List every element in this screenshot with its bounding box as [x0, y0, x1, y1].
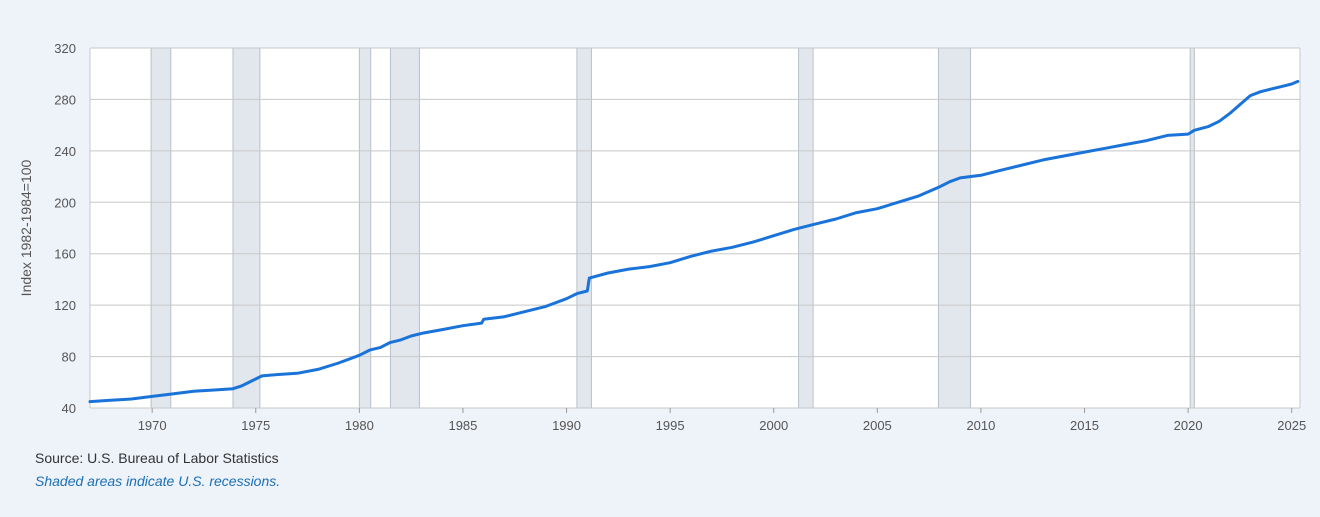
x-tick-labels: 1970 1975 1980 1985 1990 1995 2000 2005 2010 2015…	[138, 408, 1306, 433]
y-tick-label: 240	[54, 144, 76, 159]
x-tick-label: 2000	[759, 418, 788, 433]
recession-band-6	[937, 47, 972, 409]
x-tick-label: 1985	[448, 418, 477, 433]
x-tick-label: 2020	[1174, 418, 1203, 433]
recession-band-3	[389, 47, 420, 409]
plot-area	[90, 48, 1300, 408]
y-tick-label: 320	[54, 41, 76, 56]
x-tick-label: 2025	[1277, 418, 1306, 433]
x-tick-label: 2015	[1070, 418, 1099, 433]
y-tick-label: 200	[54, 195, 76, 210]
x-tick-label: 1975	[241, 418, 270, 433]
recession-band-0	[150, 47, 172, 409]
recession-note: Shaded areas indicate U.S. recessions.	[35, 473, 281, 489]
recession-band-1	[232, 47, 261, 409]
y-tick-label: 40	[62, 401, 76, 416]
y-tick-labels: 40 80 120 160 200 240 280 320	[54, 41, 76, 416]
y-axis-label: Index 1982-1984=100	[18, 159, 34, 297]
x-tick-label: 1995	[656, 418, 685, 433]
y-tick-label: 80	[62, 350, 76, 365]
recession-band-7	[1189, 47, 1195, 409]
y-tick-label: 280	[54, 92, 76, 107]
y-tick-label: 120	[54, 298, 76, 313]
x-tick-label: 1970	[138, 418, 167, 433]
source-text: Source: U.S. Bureau of Labor Statistics	[35, 450, 279, 466]
x-tick-label: 1990	[552, 418, 581, 433]
x-tick-label: 2010	[966, 418, 995, 433]
y-tick-label: 160	[54, 247, 76, 262]
series-line	[88, 79, 1300, 404]
x-tick-label: 2005	[863, 418, 892, 433]
x-tick-label: 1980	[345, 418, 374, 433]
recession-band-4	[576, 47, 592, 409]
recession-bands	[150, 47, 1195, 409]
gridlines	[89, 47, 1301, 409]
